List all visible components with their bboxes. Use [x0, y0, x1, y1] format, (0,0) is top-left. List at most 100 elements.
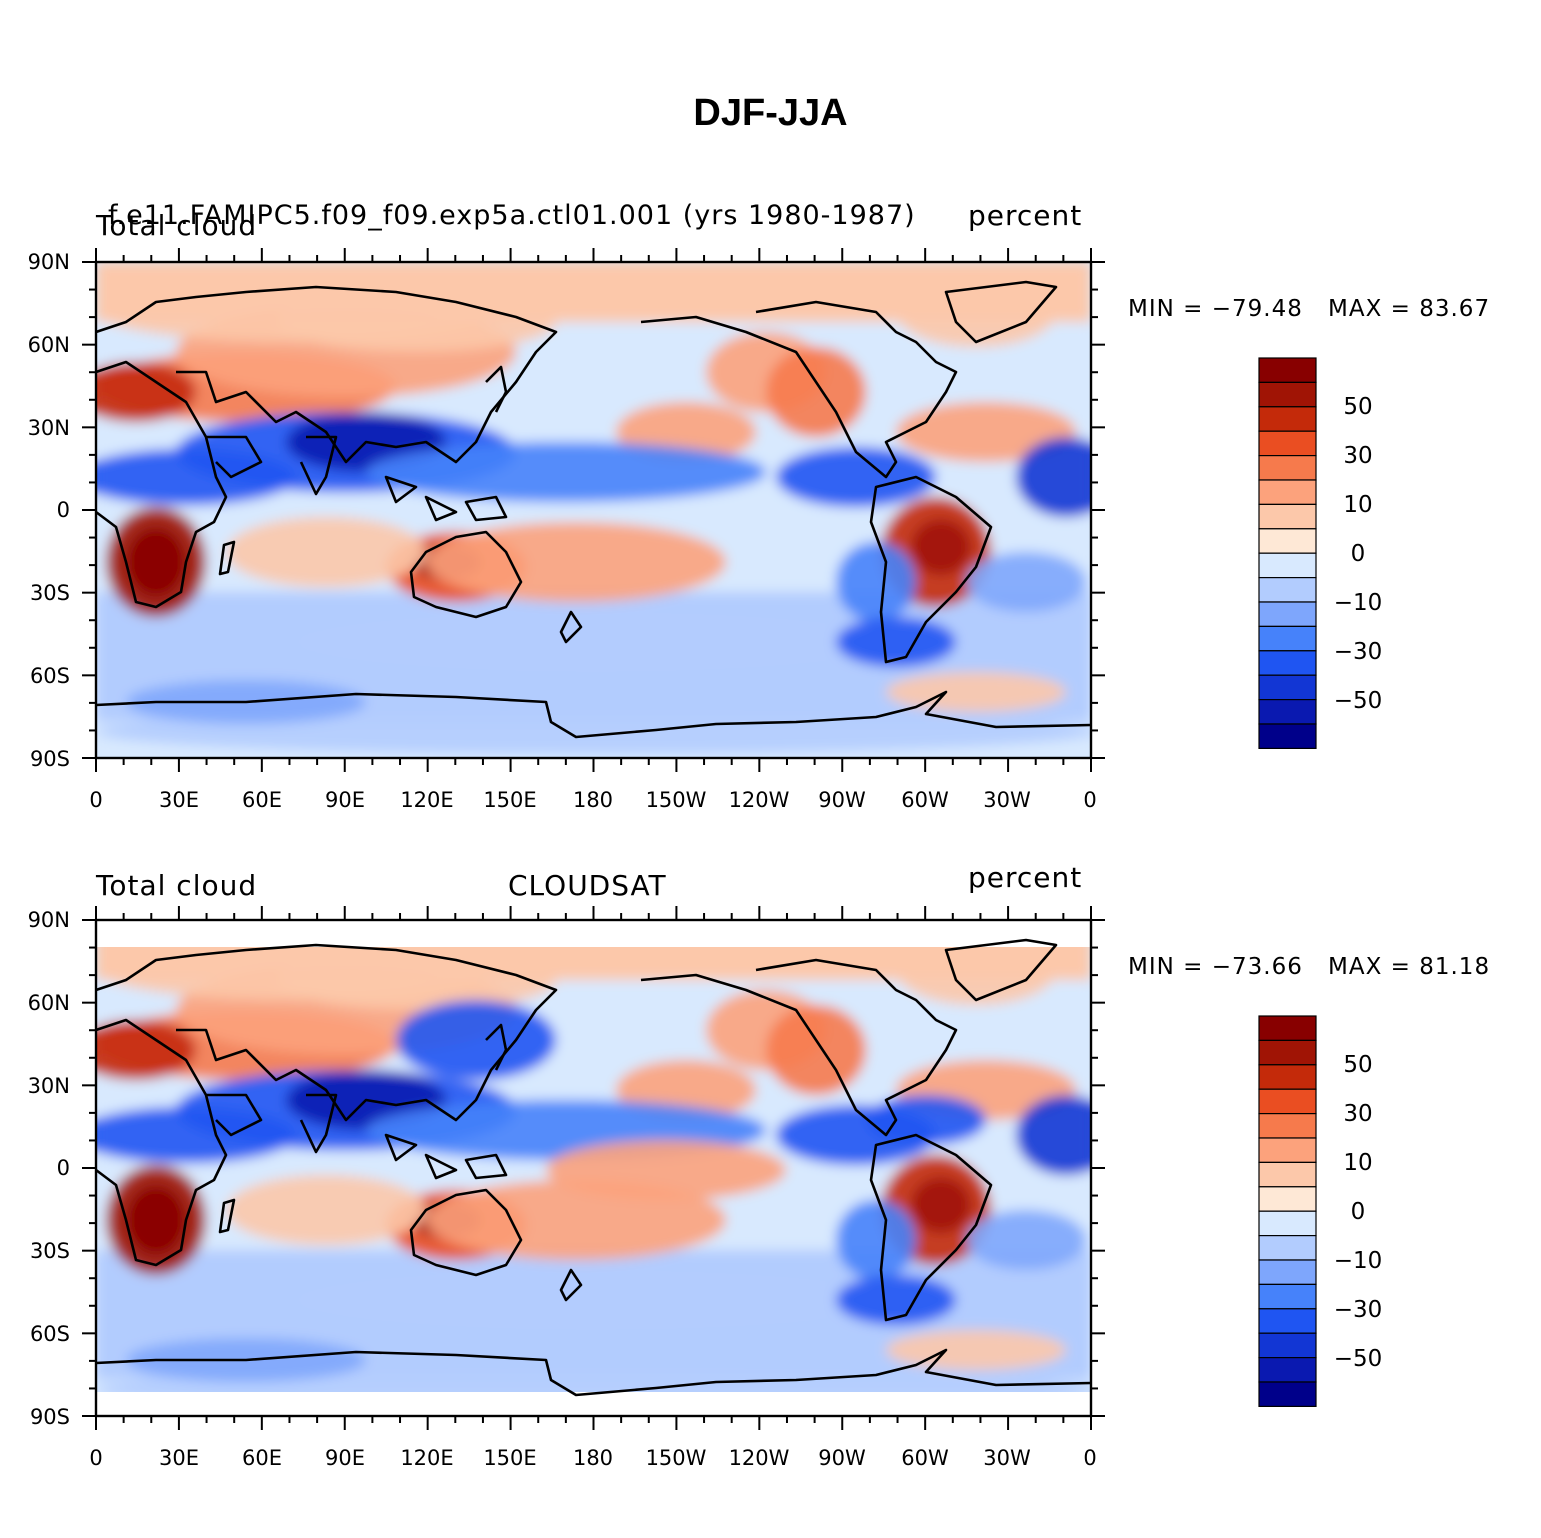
p1-lon-tick: 0 — [89, 788, 103, 812]
coastline-path — [206, 435, 263, 479]
p1-lat-tick: 30S — [29, 581, 70, 605]
field-contour — [896, 947, 1056, 1005]
field-contour — [766, 347, 866, 437]
panel2-min-label: MIN = −73.66 — [1128, 954, 1303, 980]
coastline-path — [384, 475, 508, 522]
colorbar-swatch — [1258, 406, 1317, 432]
field-contour — [896, 402, 1076, 462]
no-data-band — [96, 1392, 1091, 1416]
p1-colorbar-label: 50 — [1343, 394, 1373, 420]
coastline-path — [206, 1093, 263, 1137]
p1-lon-tick: 90W — [818, 788, 866, 812]
colorbar-swatch — [1258, 1308, 1317, 1334]
colorbar-swatch — [1258, 601, 1317, 627]
figure-title: DJF-JJA — [693, 92, 848, 134]
coastline-path — [409, 1188, 523, 1277]
colorbar-swatch — [1258, 503, 1317, 530]
field-contour — [886, 1330, 1066, 1370]
colorbar-1 — [1258, 357, 1317, 749]
p2-lat-tick: 90S — [29, 1405, 70, 1429]
p2-lat-tick: 60S — [29, 1322, 70, 1346]
p2-lon-tick: 30W — [983, 1446, 1031, 1470]
p1-lat-tick: 60N — [27, 333, 70, 357]
field-contour — [226, 517, 426, 587]
colorbar-swatch — [1258, 1283, 1317, 1310]
field-contour — [966, 1210, 1086, 1270]
p1-colorbar-label: 30 — [1343, 443, 1373, 469]
colorbar-swatch — [1258, 430, 1317, 457]
colorbar-swatch — [1258, 528, 1317, 554]
p1-lat-tick: 0 — [56, 498, 70, 522]
field-contour — [836, 1200, 916, 1280]
coastline-path — [944, 280, 1058, 344]
panel1-center-label: f.e11.FAMIPC5.f09_f09.exp5a.ctl01.001 (y… — [108, 200, 916, 231]
field-contour — [226, 1175, 426, 1245]
p2-lon-tick: 180 — [572, 1446, 614, 1470]
colorbar-swatch — [1258, 1186, 1317, 1212]
field-contour — [96, 1020, 196, 1080]
panel2-right-label: percent — [968, 861, 1083, 894]
field-contour — [886, 672, 1066, 712]
p2-lon-tick: 150E — [483, 1446, 537, 1470]
field-contour — [546, 1140, 786, 1200]
field-contour — [126, 527, 186, 597]
field-contour — [96, 1368, 1091, 1392]
coastline-path — [559, 1268, 583, 1302]
colorbar-swatch — [1258, 699, 1317, 725]
p2-lon-tick: 150W — [645, 1446, 707, 1470]
p1-lon-tick: 120E — [400, 788, 454, 812]
colorbar-swatch — [1258, 1357, 1317, 1383]
p2-lon-tick: 90E — [325, 1446, 365, 1470]
field-contour — [96, 710, 1091, 754]
p2-lon-tick: 60E — [242, 1446, 282, 1470]
p2-colorbar-label: −50 — [1333, 1346, 1383, 1372]
coastline-path — [485, 365, 508, 413]
p1-lon-tick: 150W — [645, 788, 707, 812]
p1-lon-tick: 180 — [572, 788, 614, 812]
p1-lon-tick: 150E — [483, 788, 537, 812]
colorbar-swatch — [1258, 1332, 1317, 1359]
colorbar-swatch — [1258, 625, 1317, 652]
field-contour — [396, 1000, 556, 1080]
p2-colorbar-label: 50 — [1343, 1052, 1373, 1078]
field-contour — [766, 1005, 866, 1095]
coastline-path — [95, 1018, 228, 1267]
axis-ticks — [82, 906, 1105, 1430]
panel2-center-label: CLOUDSAT — [508, 869, 667, 902]
p2-lon-tick: 0 — [89, 1446, 103, 1470]
field-contour — [126, 1185, 186, 1255]
coastline-path — [218, 540, 236, 576]
field-contour — [276, 950, 556, 1010]
colorbar-swatch — [1258, 723, 1317, 749]
p2-lat-tick: 30N — [27, 1074, 70, 1098]
field-contour — [366, 442, 766, 502]
p2-lon-tick: 30E — [159, 1446, 199, 1470]
p2-colorbar-label: 30 — [1343, 1101, 1373, 1127]
coastline-path — [299, 435, 338, 496]
coastline-path — [299, 1093, 338, 1154]
colorbar-2 — [1258, 1015, 1317, 1407]
p1-colorbar-label: −50 — [1333, 688, 1383, 714]
map-panel-2 — [82, 906, 1105, 1430]
coastline-path — [218, 1198, 236, 1234]
panel1-min-label: MIN = −79.48 — [1128, 296, 1303, 322]
field-contour — [426, 522, 726, 602]
colorbar-swatch — [1258, 1015, 1317, 1041]
p1-lon-tick: 120W — [728, 788, 790, 812]
colorbar-swatch — [1258, 1088, 1317, 1115]
p1-lon-tick: 30W — [983, 788, 1031, 812]
p2-lat-tick: 60N — [27, 991, 70, 1015]
colorbar-swatch — [1258, 1137, 1317, 1163]
p1-lon-tick: 0 — [1083, 788, 1097, 812]
coastline-path — [384, 1133, 508, 1180]
p1-colorbar-label: −10 — [1333, 590, 1383, 616]
field-contour — [296, 1270, 896, 1330]
panel1-right-label: percent — [968, 199, 1083, 232]
colorbar-swatch — [1258, 552, 1317, 579]
colorbar-swatch — [1258, 1381, 1317, 1407]
coastline-path — [869, 1133, 993, 1322]
p2-lon-tick: 60W — [901, 1446, 949, 1470]
coastline-path — [559, 610, 583, 644]
field-contour — [426, 1180, 726, 1260]
